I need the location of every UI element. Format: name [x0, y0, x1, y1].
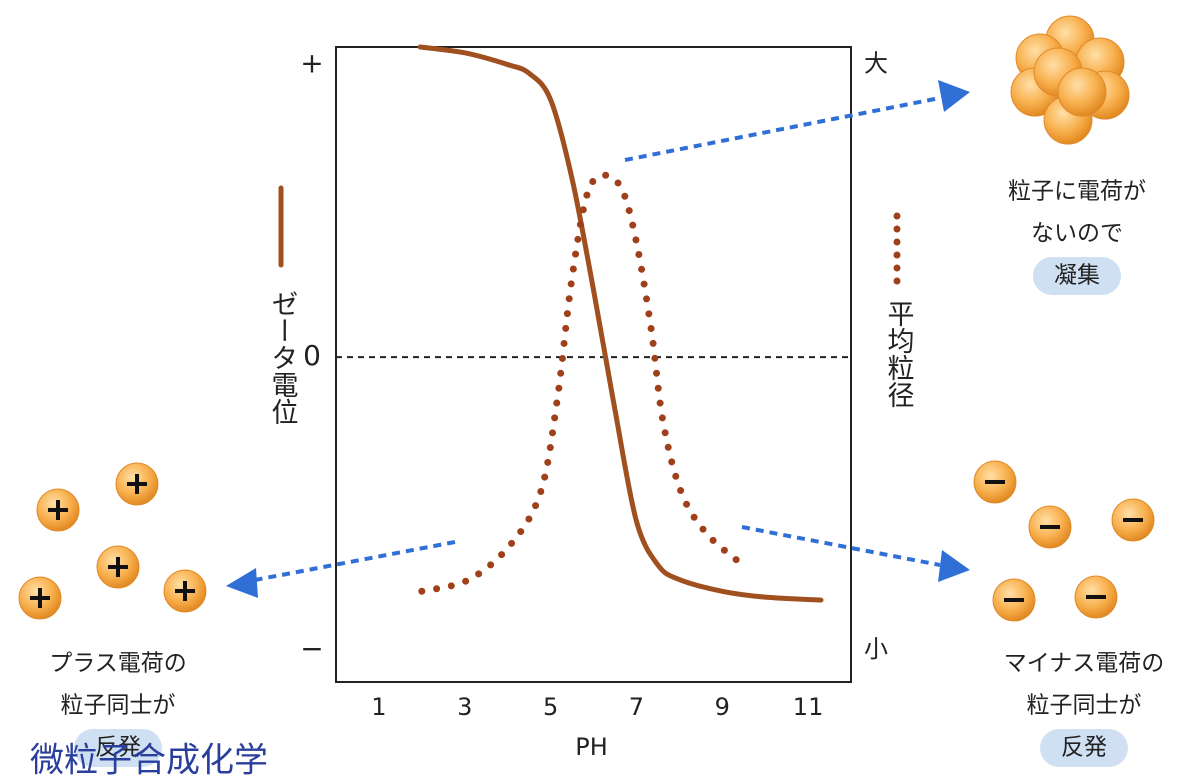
x-tick-label: 3: [457, 693, 472, 721]
annotation: 粒子に電荷が: [1008, 179, 1146, 205]
zeta-curve: [420, 47, 821, 600]
annotation: 反発: [1061, 735, 1107, 761]
y2-tick-label: 大: [864, 50, 888, 78]
arrows: [255, 98, 940, 580]
minus-particles: [974, 461, 1154, 621]
legend-label: 平均粒径: [883, 300, 915, 408]
x-tick-label: 5: [543, 693, 558, 721]
annotation: 粒子同士が: [1027, 693, 1142, 719]
y2-tick-label: 小: [864, 635, 888, 663]
x-axis-label: PH: [575, 733, 608, 761]
legend-label: ゼータ電位: [267, 290, 298, 425]
x-tick-label: 7: [629, 693, 644, 721]
chart: 1 3 5 7 9 11 PH +0 − 大小 ゼータ電位 平均粒径 粒子に電荷がないので凝集プラス電荷…: [0, 0, 1188, 781]
annotation: 凝集: [1054, 263, 1100, 289]
size-curve: [422, 175, 739, 591]
plus-particles: [19, 463, 206, 619]
annotation: マイナス電荷の: [1004, 651, 1165, 677]
x-tick-label: 11: [793, 693, 824, 721]
y-tick-label: +: [300, 47, 323, 80]
x-tick-label: 9: [715, 693, 730, 721]
annotation: 粒子同士が: [61, 693, 176, 719]
aggregate-particles: [1011, 16, 1129, 144]
annotation: ないので: [1031, 221, 1123, 247]
watermark: 微粒子合成化学: [30, 741, 268, 781]
arrow-heads: [226, 80, 970, 598]
x-tick-label: 1: [371, 693, 386, 721]
y-tick-label: 0: [303, 339, 321, 372]
y-tick-label: −: [300, 632, 323, 665]
plot-frame: [336, 47, 851, 682]
annotation: プラス電荷の: [49, 651, 187, 677]
